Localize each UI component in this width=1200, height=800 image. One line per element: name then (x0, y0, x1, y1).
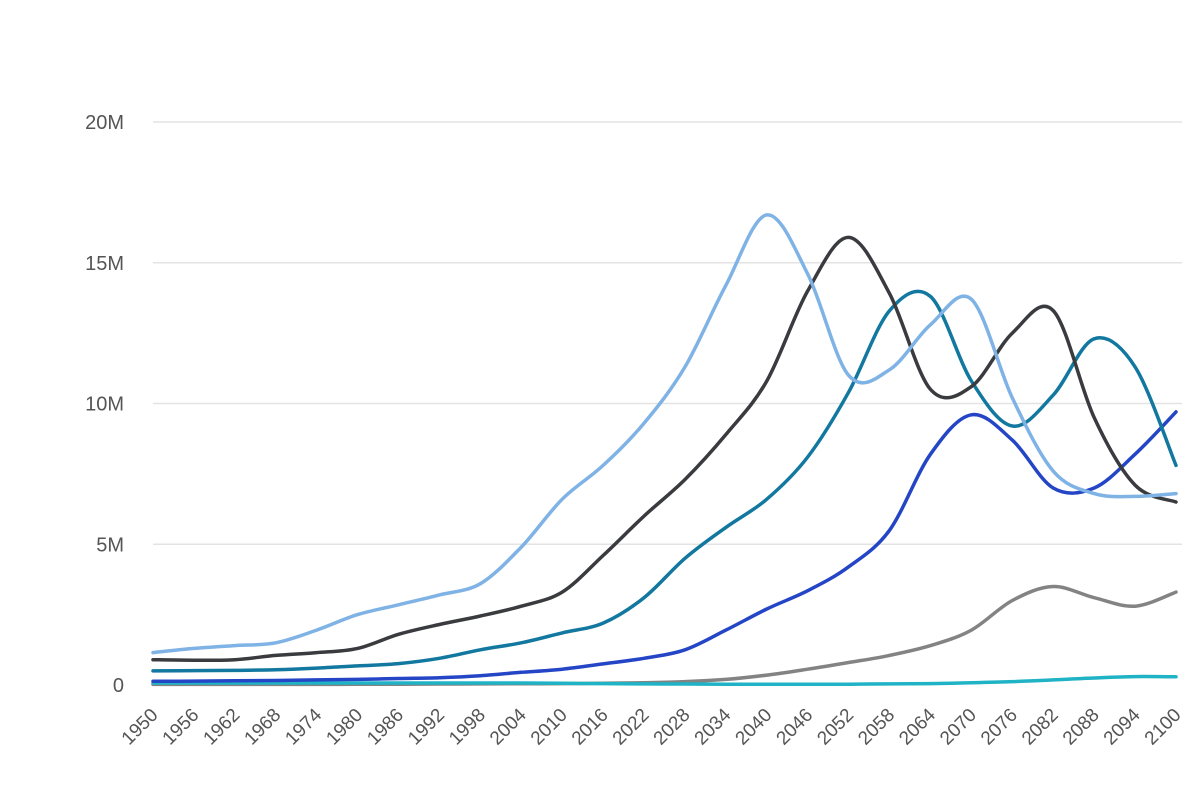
x-tick-label: 2004 (486, 704, 531, 749)
x-tick-label: 1962 (200, 705, 245, 750)
y-axis-tick-labels: 0 5M 10M 15M 20M (85, 112, 124, 697)
x-tick-label: 1974 (281, 704, 326, 749)
x-tick-label: 1986 (363, 705, 408, 750)
x-tick-label: 1956 (159, 705, 204, 750)
x-tick-label: 1980 (322, 705, 367, 750)
x-tick-label: 2070 (936, 705, 981, 750)
x-tick-label: 2064 (895, 704, 940, 749)
y-tick-label: 5M (96, 534, 124, 556)
x-tick-label: 2052 (813, 705, 858, 750)
gridlines (153, 121, 1182, 545)
x-tick-label: 1998 (445, 705, 490, 750)
x-tick-label: 2076 (977, 705, 1022, 750)
x-tick-label: 2058 (854, 705, 899, 750)
x-tick-label: 2010 (527, 705, 572, 750)
x-tick-label: 2094 (1100, 704, 1145, 749)
x-tick-label: 2028 (650, 705, 695, 750)
series-line-3 (151, 289, 1178, 673)
y-tick-label: 15M (85, 253, 124, 275)
series-lines (151, 213, 1178, 687)
series-line-2 (151, 235, 1178, 663)
x-tick-label: 2016 (568, 705, 613, 750)
x-tick-label: 2046 (773, 705, 818, 750)
x-tick-label: 2088 (1059, 705, 1104, 750)
x-tick-label: 2034 (691, 704, 736, 749)
x-tick-label: 2022 (609, 705, 654, 750)
series-line-6 (151, 674, 1178, 686)
y-tick-label: 20M (85, 112, 124, 134)
y-tick-label: 0 (113, 675, 124, 697)
x-tick-label: 1968 (241, 705, 286, 750)
x-tick-label: 2082 (1018, 705, 1063, 750)
x-tick-label: 1992 (404, 705, 449, 750)
series-line-4 (151, 410, 1178, 684)
y-tick-label: 10M (85, 394, 124, 416)
x-tick-label: 2040 (732, 705, 777, 750)
x-tick-label: 1950 (118, 705, 163, 750)
x-axis-tick-labels: 1950195619621968197419801986199219982004… (118, 704, 1186, 749)
series-line-1 (151, 213, 1178, 655)
x-tick-label: 2100 (1141, 705, 1186, 750)
